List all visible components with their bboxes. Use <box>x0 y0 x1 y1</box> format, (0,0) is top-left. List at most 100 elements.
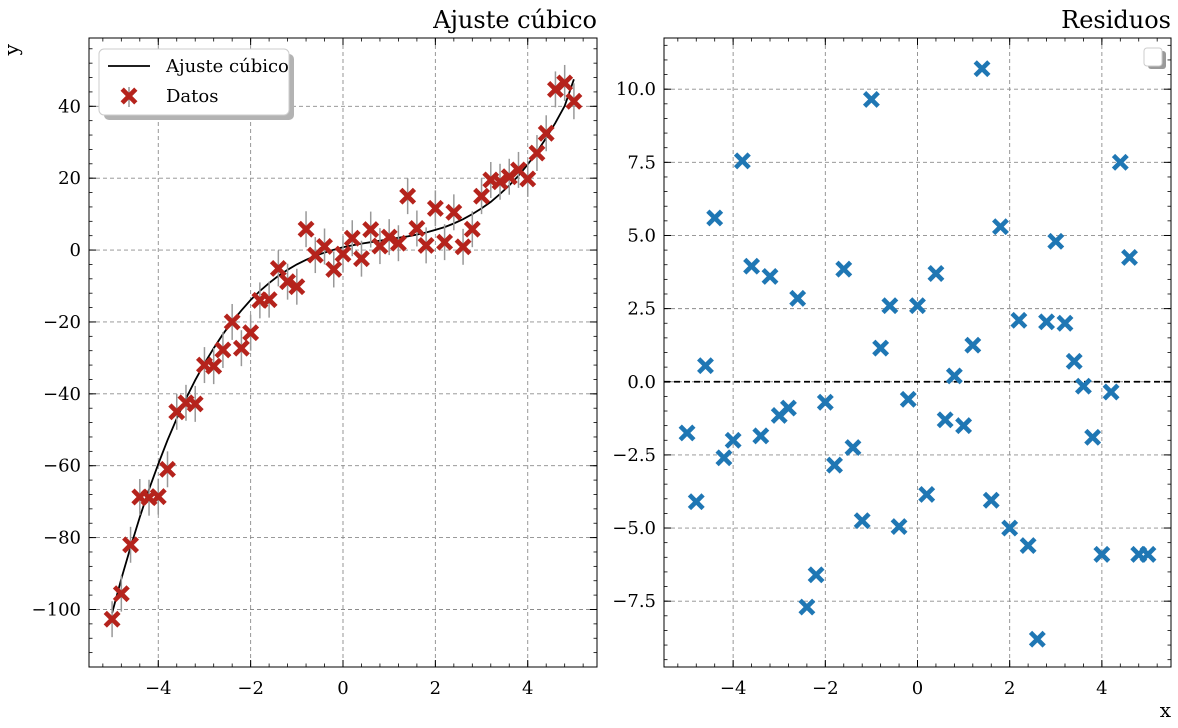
residuals-residual-point <box>1102 383 1120 401</box>
residuals-residual-point <box>816 393 834 411</box>
residuals-plot-frame <box>663 37 1172 668</box>
residuals-ytick-label: 10.0 <box>616 79 656 100</box>
fit-data-point-stroke-b <box>223 313 241 331</box>
fit-data-point-stroke-b <box>528 144 546 162</box>
residuals-residual-point-stroke-b <box>1038 313 1056 331</box>
fit-xtick-label: 2 <box>430 678 441 699</box>
residuals-residual-point <box>779 399 797 417</box>
residuals-residual-point <box>992 218 1009 236</box>
fit-data-point-stroke-b <box>325 261 343 278</box>
fit-data-point <box>214 341 232 359</box>
fit-data-point-stroke-b <box>122 536 140 554</box>
legend-x-marker-stroke-b <box>120 87 138 105</box>
fit-data-point <box>556 74 574 92</box>
fit-ytick-label: 40 <box>58 96 81 117</box>
residuals-residual-point <box>724 431 742 449</box>
residuals-residual-point <box>1121 248 1138 266</box>
fit-ytick-label: −40 <box>43 384 81 405</box>
residuals-residual-point <box>1111 153 1129 171</box>
fit-data-point <box>297 220 315 238</box>
residuals-residual-point-stroke-b <box>706 209 724 227</box>
residuals-residual-point-stroke-b <box>724 431 742 449</box>
residuals-residual-point-stroke-b <box>798 598 816 616</box>
residuals-ticks: −4 −2 0 2 4 −7.5 −5.0 −2.5 0.0 2.5 5.0 7.5 10.0 <box>612 38 1171 699</box>
residuals-residual-point-stroke-b <box>1019 537 1037 555</box>
legend-x-marker <box>120 87 138 105</box>
fit-ytick-label: 0 <box>70 240 81 261</box>
fit-data-point-stroke-b <box>510 161 527 179</box>
fit-title: Ajuste cúbico <box>432 6 597 34</box>
fit-data-point-stroke-b <box>380 228 398 246</box>
fit-data-point-stroke-b <box>408 220 426 237</box>
fit-data-point-stroke-b <box>565 92 583 110</box>
residuals-ytick-label: −7.5 <box>612 591 656 612</box>
residuals-residual-point-stroke-b <box>936 411 954 429</box>
fit-legend: Ajuste cúbico Datos <box>98 48 294 120</box>
fit-data-point <box>288 278 306 296</box>
residuals-residual-point <box>1065 352 1083 370</box>
residuals-residual-point <box>1056 314 1074 332</box>
fit-data-point-stroke-b <box>454 238 472 256</box>
fit-data-point <box>149 488 167 506</box>
fit-data-point <box>537 124 555 142</box>
residuals-residual-point <box>955 417 973 435</box>
residuals-data <box>664 60 1171 648</box>
fit-data-point-stroke-b <box>334 245 352 263</box>
residuals-residual-point-stroke-b <box>853 512 871 530</box>
residuals-xtick-label: 0 <box>912 678 923 699</box>
residuals-residual-point <box>1074 377 1092 395</box>
residuals-residual-point <box>881 297 899 315</box>
fit-data-point-stroke-b <box>149 488 167 506</box>
residuals-residual-point-stroke-b <box>1065 352 1083 370</box>
fit-data-point-stroke-b <box>279 273 297 291</box>
residuals-ytick-label: 7.5 <box>627 152 656 173</box>
legend-label-fit: Ajuste cúbico <box>165 56 289 77</box>
fit-data-point <box>426 199 444 217</box>
fit-data-point <box>205 357 223 375</box>
fit-data-point-stroke-b <box>103 610 121 628</box>
fit-data-point-stroke-b <box>343 229 361 247</box>
fit-data-point-stroke-b <box>389 234 407 252</box>
fit-data-point-stroke-b <box>242 324 260 342</box>
fit-ytick-label: −20 <box>43 312 81 333</box>
fit-data-point <box>334 245 352 263</box>
fit-data-point-stroke-b <box>205 357 223 375</box>
residuals-residual-point-stroke-b <box>945 367 963 385</box>
residuals-residual-point-stroke-b <box>1074 377 1092 395</box>
fit-data-point-stroke-b <box>186 395 204 413</box>
residuals-residual-point-stroke-b <box>1102 383 1120 401</box>
residuals-residual-point-stroke-b <box>862 90 880 108</box>
residuals-residual-point <box>899 390 917 408</box>
fit-data-point-stroke-b <box>463 220 481 238</box>
residuals-residual-point-stroke-b <box>844 439 862 457</box>
residuals-residual-point-stroke-b <box>1001 519 1019 537</box>
residuals-residual-point <box>743 257 761 275</box>
fit-data-point <box>519 170 537 188</box>
residuals-residual-point <box>1084 428 1102 446</box>
residuals-residual-point-stroke-b <box>678 424 696 442</box>
residuals-residual-point <box>853 512 871 530</box>
residuals-residual-point <box>862 90 880 108</box>
fit-data-point-stroke-b <box>491 173 509 191</box>
residuals-residual-point-stroke-b <box>789 289 807 307</box>
residuals-residual-point <box>678 424 696 442</box>
residuals-residual-point-stroke-b <box>927 265 945 282</box>
residuals-residual-point <box>715 449 733 467</box>
fit-plot-frame <box>88 37 598 668</box>
residuals-residual-point-stroke-b <box>890 518 908 536</box>
legend-label-data: Datos <box>166 86 218 107</box>
residuals-residual-point <box>844 439 862 457</box>
residuals-residual-point-stroke-b <box>881 297 899 315</box>
residuals-residual-point <box>927 265 945 282</box>
residuals-residual-point <box>1001 519 1019 537</box>
fit-data-point <box>565 92 583 110</box>
residuals-residual-point <box>936 411 954 429</box>
fit-data-point-stroke-b <box>112 585 130 603</box>
residuals-residual-point-stroke-b <box>1084 428 1102 446</box>
residuals-ytick-label: 2.5 <box>627 299 656 320</box>
residuals-xtick-label: −2 <box>812 678 839 699</box>
residuals-residual-point <box>706 209 724 227</box>
residuals-residual-point-stroke-b <box>1111 153 1129 171</box>
fit-data-point <box>417 236 435 254</box>
